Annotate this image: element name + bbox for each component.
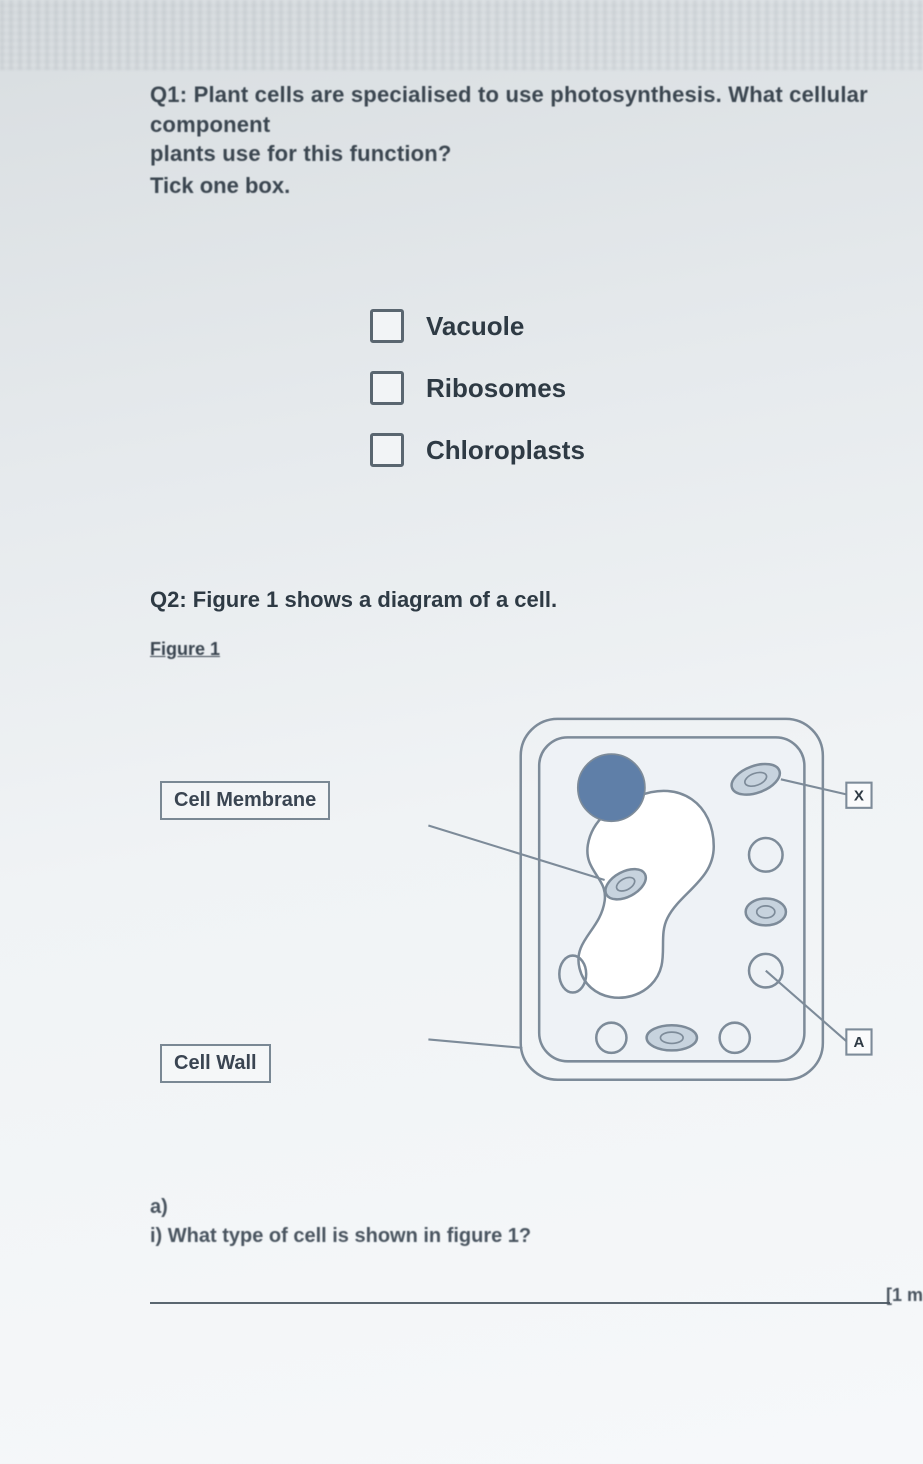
q1-options: Vacuole Ribosomes Chloroplasts <box>370 309 910 467</box>
answer-line[interactable]: [1 mark <box>150 1302 890 1304</box>
label-cell-wall: Cell Wall <box>160 1044 271 1083</box>
q1-prompt-line2: plants use for this function? <box>150 139 910 169</box>
option-label: Ribosomes <box>426 373 566 404</box>
option-row: Ribosomes <box>370 371 910 405</box>
worksheet-page: Q1: Plant cells are specialised to use p… <box>150 80 910 1304</box>
q2a-block: a) i) What type of cell is shown in figu… <box>150 1196 910 1304</box>
cell-diagram-area: Cell Membrane Cell Wall XA <box>150 666 910 1146</box>
checkbox-vacuole[interactable] <box>370 309 404 343</box>
mark-allocation: [1 mark <box>886 1285 923 1306</box>
q2-block: Q2: Figure 1 shows a diagram of a cell. … <box>150 587 910 1146</box>
option-row: Vacuole <box>370 309 910 343</box>
option-label: Vacuole <box>426 311 524 342</box>
svg-text:X: X <box>854 787 864 804</box>
part-a-label: a) <box>150 1196 910 1219</box>
q2-prompt: Q2: Figure 1 shows a diagram of a cell. <box>150 587 910 613</box>
option-label: Chloroplasts <box>426 435 585 466</box>
header-noise <box>0 0 923 70</box>
checkbox-chloroplasts[interactable] <box>370 433 404 467</box>
part-i-question: i) What type of cell is shown in figure … <box>150 1225 910 1248</box>
label-cell-membrane: Cell Membrane <box>160 781 330 820</box>
q1-prompt-line1: Q1: Plant cells are specialised to use p… <box>150 80 910 139</box>
svg-text:A: A <box>853 1034 864 1051</box>
figure-label: Figure 1 <box>150 639 910 660</box>
option-row: Chloroplasts <box>370 433 910 467</box>
checkbox-ribosomes[interactable] <box>370 371 404 405</box>
q1-tick-instruction: Tick one box. <box>150 173 910 199</box>
cell-svg: XA <box>420 666 890 1136</box>
